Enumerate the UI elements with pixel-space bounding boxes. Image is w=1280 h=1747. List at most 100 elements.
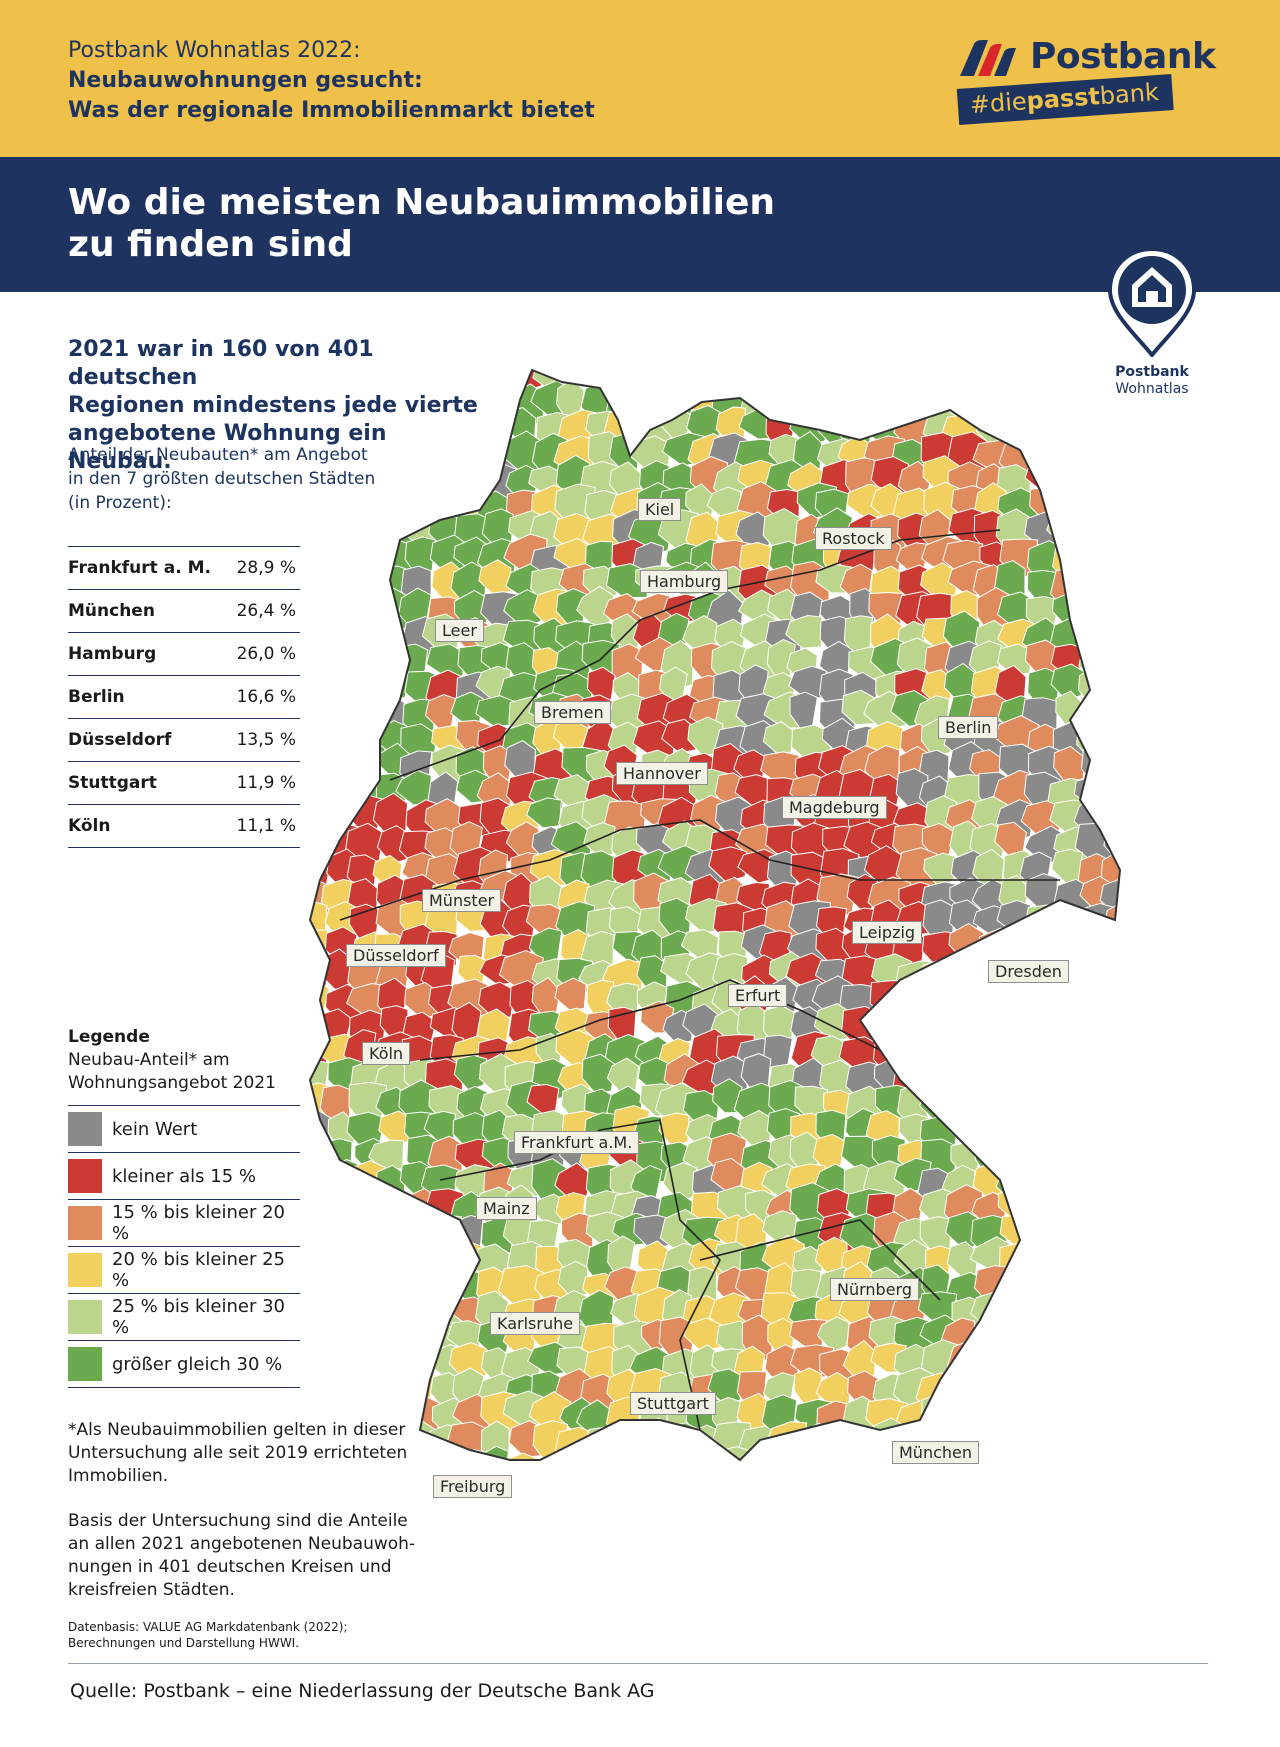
district-region	[1134, 360, 1173, 390]
city-name: Hamburg	[68, 644, 157, 664]
district-region	[894, 960, 939, 1003]
district-region	[1128, 977, 1170, 1023]
district-region	[320, 1215, 355, 1252]
district-region	[970, 1290, 1016, 1333]
postbank-logo[interactable]: Postbank #diepasstbank	[956, 36, 1216, 136]
map-label-hamburg: Hamburg	[640, 570, 729, 593]
district-region	[310, 405, 335, 458]
footnote-definition: *Als Neubauimmobilien gelten in dieser U…	[68, 1419, 418, 1488]
district-region	[895, 1004, 935, 1052]
legend-label: kein Wert	[112, 1118, 198, 1140]
legend-item: 15 % bis kleiner 20 %	[68, 1200, 300, 1247]
table-row: Köln 11,1 %	[68, 805, 300, 848]
district-region	[1131, 876, 1159, 909]
district-region	[310, 457, 335, 500]
district-region	[1101, 512, 1120, 552]
brand-tag-post: bank	[1098, 77, 1160, 111]
district-region	[684, 370, 729, 401]
district-region	[843, 1451, 883, 1460]
district-region	[632, 1478, 674, 1518]
district-region	[711, 1477, 744, 1522]
district-region	[1028, 1163, 1069, 1208]
district-region	[1047, 925, 1087, 964]
district-region	[976, 1372, 1008, 1412]
district-region	[1070, 594, 1106, 629]
district-region	[970, 382, 1005, 420]
district-region	[1105, 1419, 1120, 1460]
district-region	[1049, 1266, 1089, 1305]
district-region	[628, 370, 673, 408]
district-region	[1048, 1215, 1085, 1253]
district-region	[869, 370, 905, 395]
district-region	[580, 1449, 618, 1460]
district-region	[1054, 1367, 1088, 1406]
district-region	[1127, 1400, 1167, 1437]
district-region	[1049, 1006, 1094, 1041]
district-region	[377, 1392, 420, 1434]
district-region	[1022, 1393, 1060, 1442]
district-region	[1125, 1350, 1164, 1385]
district-region	[1029, 1419, 1069, 1460]
district-region	[310, 617, 329, 660]
district-region	[739, 1477, 771, 1516]
map-label-mainz: Mainz	[476, 1197, 537, 1220]
district-region	[1043, 1132, 1086, 1171]
district-region	[343, 1316, 383, 1356]
district-region	[562, 1478, 592, 1509]
district-region	[1102, 1345, 1120, 1382]
district-region	[324, 721, 362, 767]
district-region	[326, 436, 369, 485]
district-region	[1023, 904, 1066, 945]
district-region	[532, 1454, 574, 1460]
district-region	[374, 1445, 415, 1460]
map-label-stuttgart: Stuttgart	[630, 1392, 716, 1415]
district-region	[1134, 954, 1163, 993]
district-region	[1074, 1420, 1117, 1460]
district-region	[1124, 1137, 1162, 1179]
district-region	[1101, 1057, 1120, 1089]
district-region	[1001, 410, 1042, 442]
district-region	[1022, 1212, 1063, 1248]
district-region	[923, 1058, 953, 1096]
district-region	[310, 1243, 328, 1280]
district-region	[996, 1141, 1030, 1180]
district-region	[398, 370, 437, 394]
district-region	[1076, 568, 1120, 607]
city-value: 16,6 %	[236, 687, 296, 707]
district-region	[869, 1009, 912, 1045]
map-label-muenchen: München	[892, 1441, 980, 1464]
district-region	[630, 1417, 678, 1460]
district-region	[1054, 1188, 1098, 1228]
city-name: Berlin	[68, 687, 125, 707]
district-region	[845, 385, 876, 420]
district-region	[994, 1037, 1030, 1079]
district-region	[350, 1187, 388, 1229]
district-region	[814, 370, 848, 397]
district-region	[947, 952, 988, 999]
district-region	[1078, 1345, 1120, 1388]
district-region	[1099, 619, 1120, 657]
district-region	[997, 1105, 1032, 1152]
district-region	[1005, 1266, 1038, 1304]
district-region	[400, 485, 434, 532]
district-region	[378, 407, 419, 442]
district-region	[318, 1138, 353, 1170]
state-border	[389, 529, 1001, 781]
district-region	[973, 1319, 1006, 1358]
district-region	[603, 370, 645, 400]
district-region	[310, 1293, 333, 1324]
city-value: 28,9 %	[236, 558, 296, 578]
district-region	[1102, 1193, 1120, 1229]
district-region	[1080, 1189, 1117, 1227]
district-region	[999, 1318, 1033, 1358]
district-region	[348, 1375, 381, 1415]
district-region	[1103, 1081, 1120, 1128]
district-region	[1070, 460, 1108, 494]
state-border	[699, 1219, 941, 1301]
district-region	[974, 370, 1010, 396]
map-legend: kein Wert kleiner als 15 % 15 % bis klei…	[68, 1105, 300, 1388]
district-region	[660, 1477, 692, 1508]
district-region	[948, 923, 985, 962]
district-region	[310, 1270, 337, 1309]
district-region	[816, 1316, 850, 1353]
